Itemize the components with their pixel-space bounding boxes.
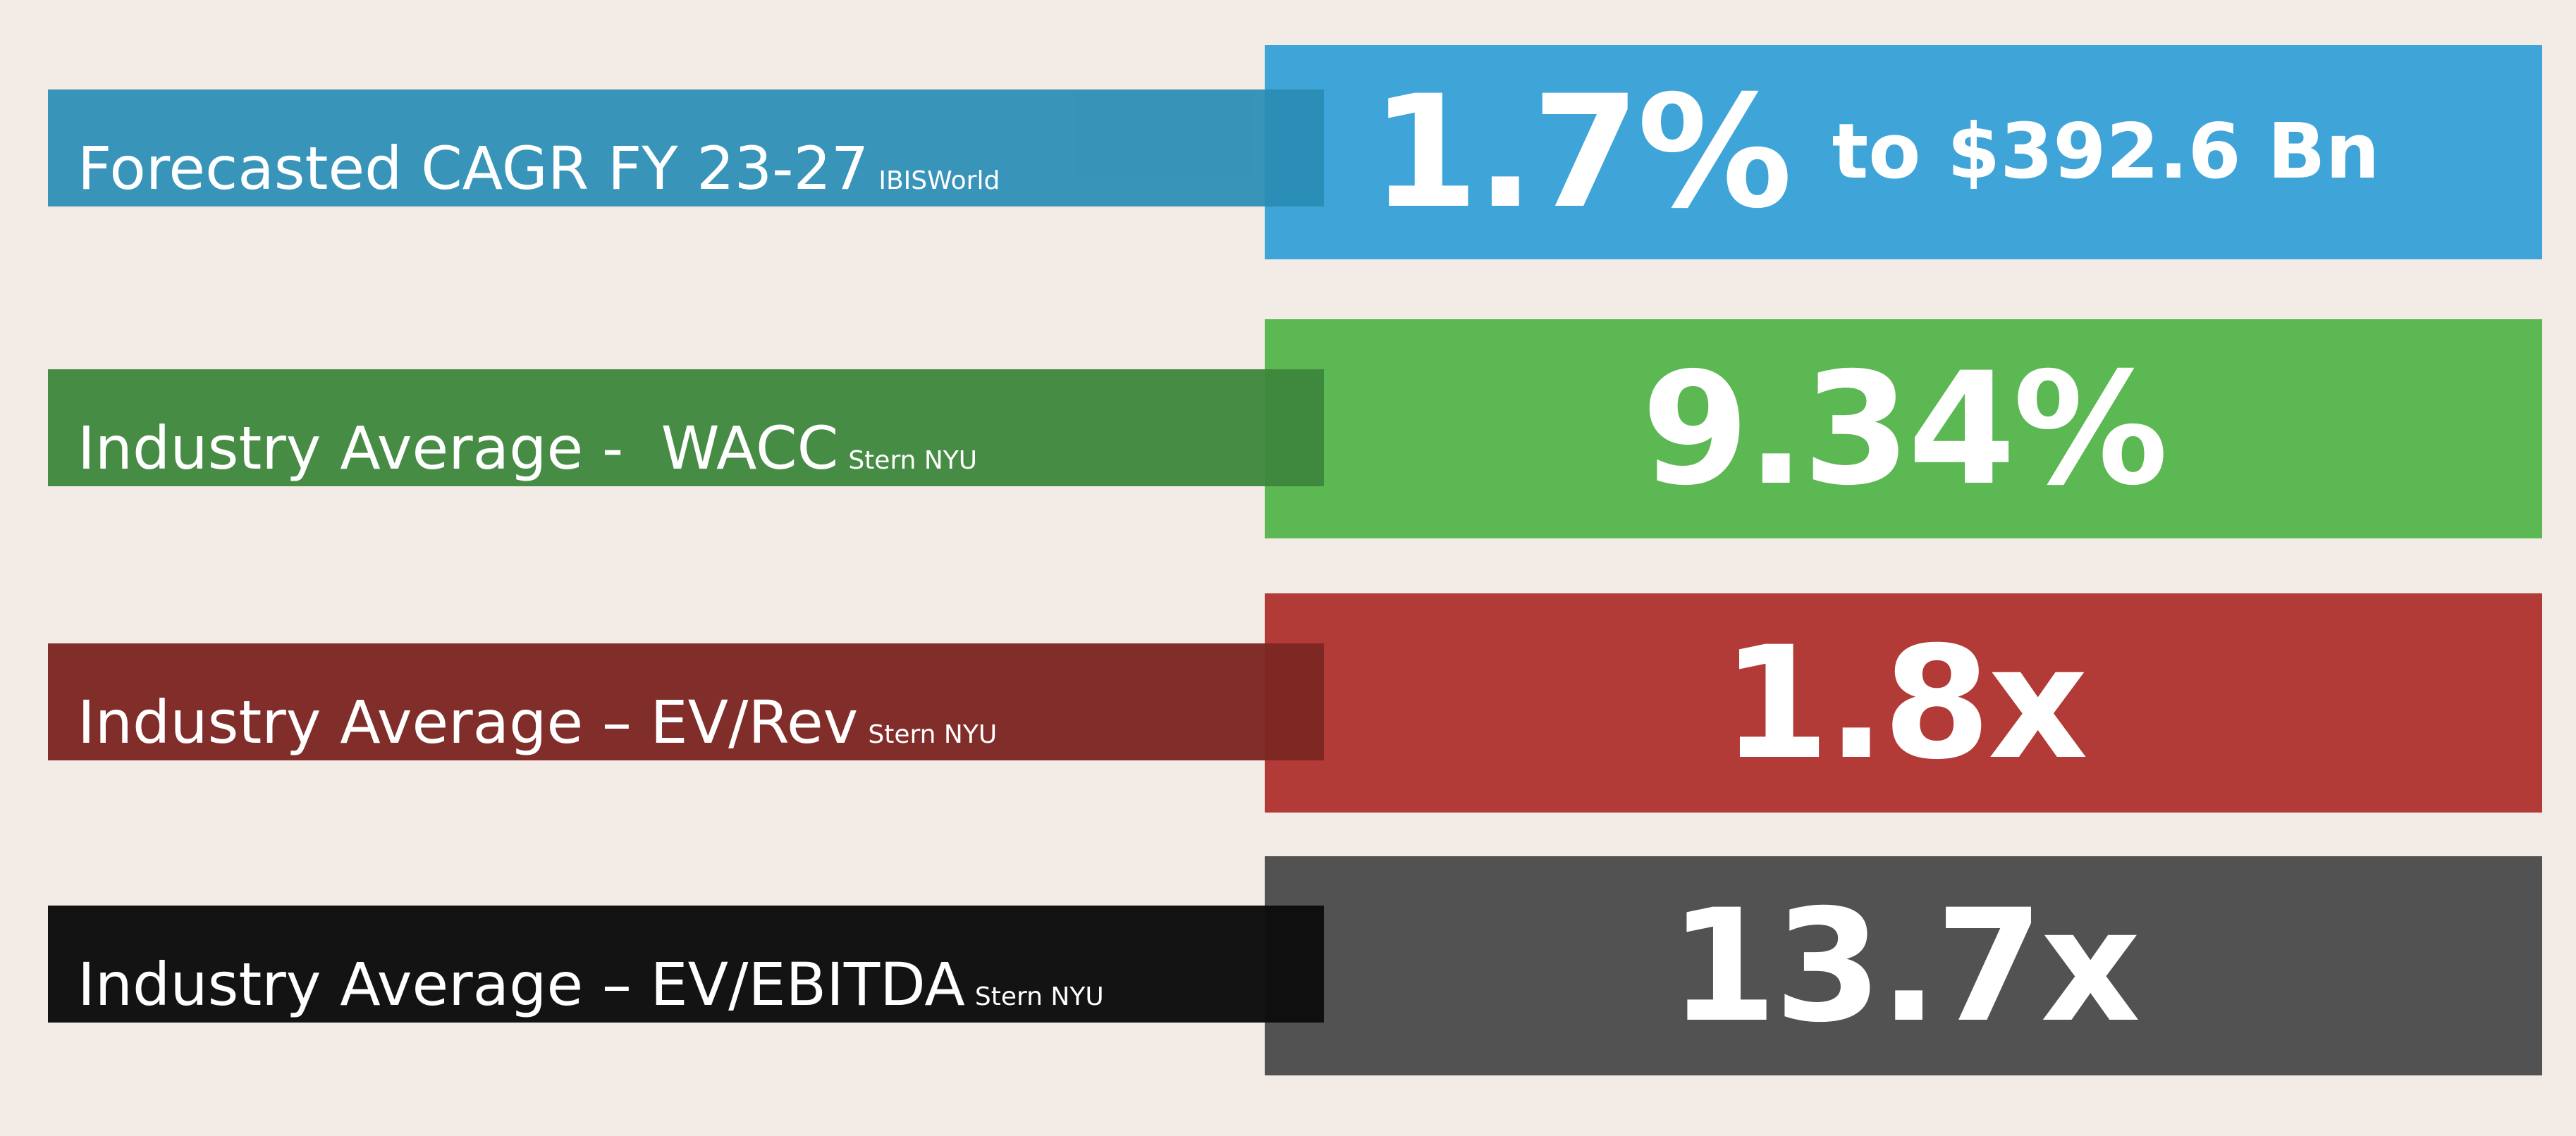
stat-label-cagr: Forecasted CAGR FY 23-27 <box>78 134 869 203</box>
stat-value-ev-rev: 1.8x <box>1722 612 2088 794</box>
stat-source-wacc: Stern NYU <box>848 446 978 475</box>
stat-label-bar-cagr: Forecasted CAGR FY 23-27 IBISWorld <box>48 89 1324 206</box>
stat-label-ev-ebitda: Industry Average – EV/EBITDA <box>78 950 965 1019</box>
stat-source-ev-ebitda: Stern NYU <box>974 982 1104 1011</box>
stat-value-wacc: 9.34% <box>1641 338 2168 519</box>
stat-value-cagr: 1.7% <box>1370 62 1792 242</box>
stat-label-bar-ev-ebitda: Industry Average – EV/EBITDA Stern NYU <box>48 906 1324 1023</box>
stat-label-ev-rev: Industry Average – EV/Rev <box>78 688 859 757</box>
stat-source-ev-rev: Stern NYU <box>868 720 998 749</box>
stat-value-suffix-cagr: to $392.6 Bn <box>1832 108 2380 196</box>
stat-value-box-cagr: 1.7% to $392.6 Bn <box>1265 45 2542 259</box>
stat-label-bar-wacc: Industry Average - WACC Stern NYU <box>48 369 1324 486</box>
stat-value-box-ev-ebitda: 13.7x <box>1265 856 2542 1075</box>
stat-source-cagr: IBISWorld <box>878 166 1000 195</box>
stat-value-box-ev-rev: 1.8x <box>1265 593 2542 813</box>
stat-label-wacc: Industry Average - WACC <box>78 414 839 483</box>
stat-label-bar-ev-rev: Industry Average – EV/Rev Stern NYU <box>48 643 1324 760</box>
stat-value-ev-ebitda: 13.7x <box>1669 875 2141 1056</box>
stat-value-box-wacc: 9.34% <box>1265 319 2542 538</box>
